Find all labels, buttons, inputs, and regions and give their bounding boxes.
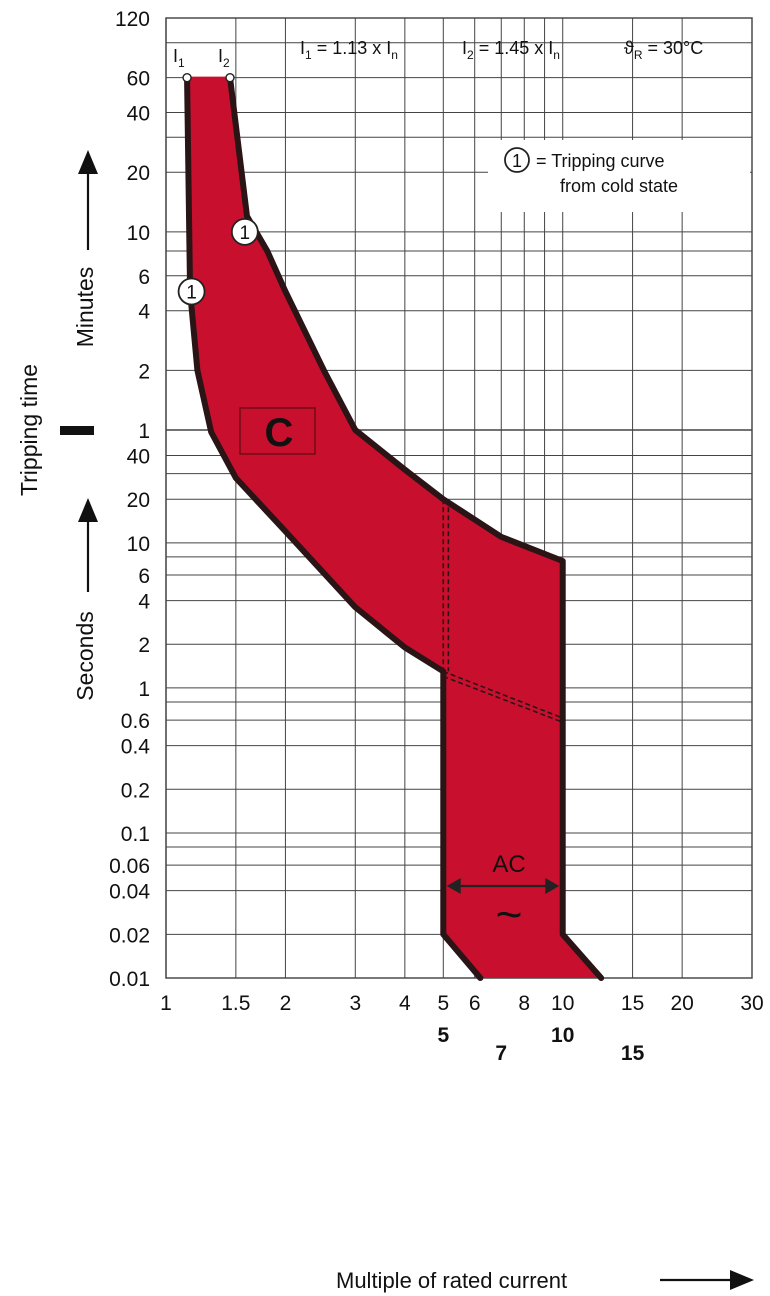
y-tick-seconds: 6 (138, 565, 150, 588)
legend-marker-label: 1 (512, 151, 522, 171)
series-lower-boundary (184, 74, 484, 981)
ac-label: AC (492, 851, 525, 878)
y-tick-seconds: 0.06 (109, 855, 150, 878)
seconds-arrow-head (78, 498, 98, 522)
y-tick-seconds: 0.1 (121, 823, 150, 846)
x-axis-arrow-head (730, 1270, 754, 1290)
chart-header: I1 I2 I1 = 1.13 x In I2 = 1.45 x In ϑR = 30°… (173, 38, 750, 212)
y-tick-minutes: 1 (138, 420, 150, 443)
x-tick-label: 4 (399, 992, 411, 1015)
y-tick-seconds: 0.4 (121, 736, 151, 759)
x-tick-label: 15 (621, 992, 644, 1015)
x-tick-secondary: 10 (551, 1024, 574, 1047)
x-tick-label: 3 (349, 992, 361, 1015)
x-tick-label: 6 (469, 992, 481, 1015)
x-axis-title: Multiple of rated current (336, 1268, 567, 1293)
y-tick-minutes: 10 (127, 222, 150, 245)
i2-curve-label: I2 (218, 46, 230, 70)
ac-arrow-left-head (446, 878, 461, 894)
x-tick-label: 5 (437, 992, 449, 1015)
y-tick-minutes: 60 (127, 68, 150, 91)
axis-labels: Tripping time Minutes Seconds Multiple of r… (16, 150, 754, 1293)
y-tick-seconds: 40 (127, 446, 150, 469)
dashed-diag-2 (443, 675, 564, 723)
dashed-diag-1 (443, 670, 564, 719)
legend-line-2: from cold state (560, 176, 678, 196)
cold-state-marker (230, 217, 259, 246)
x-tick-labels: 1 1.5 2 3 4 5 6 8 10 15 20 30 5 7 10 15 (160, 992, 764, 1065)
ac-arrow-right-head (545, 878, 560, 894)
y-tick-seconds: 0.2 (121, 779, 150, 802)
ac-symbol: ~ (496, 888, 523, 940)
x-tick-label: 8 (518, 992, 530, 1015)
y-tick-minutes: 4 (138, 301, 150, 324)
y-axis-title: Tripping time (16, 364, 42, 496)
x-tick-label: 30 (740, 992, 763, 1015)
x-tick-secondary: 5 (437, 1024, 449, 1047)
y-tick-seconds: 2 (138, 634, 150, 657)
region-label-box (239, 407, 316, 455)
annotations: 1 1 C AC ~ (177, 72, 564, 940)
y-tick-minutes: 120 (115, 8, 150, 31)
i2-formula: I2 = 1.45 x In (462, 38, 560, 62)
y-tick-minutes: 40 (127, 103, 150, 126)
i1-curve-label: I1 (173, 46, 185, 70)
minutes-seconds-divider (60, 426, 94, 435)
legend-box (488, 140, 750, 212)
boundary-curves (184, 74, 605, 981)
y-axis-seconds-label: Seconds (72, 611, 98, 701)
series-upper-boundary (227, 74, 605, 981)
x-tick-secondary: 7 (495, 1042, 507, 1065)
y-tick-seconds: 4 (138, 591, 150, 614)
legend-line-1: = Tripping curve (536, 151, 665, 171)
cold-state-marker (177, 277, 206, 306)
x-tick-label: 20 (670, 992, 693, 1015)
y-tick-seconds: 0.6 (121, 710, 150, 733)
y-tick-seconds: 0.01 (109, 968, 150, 991)
y-tick-minutes: 2 (138, 360, 150, 383)
i1-endpoint-marker (182, 72, 192, 83)
x-tick-secondary: 15 (621, 1042, 645, 1065)
legend-marker (504, 147, 530, 173)
x-tick-label: 10 (551, 992, 574, 1015)
y-tick-seconds: 0.04 (109, 881, 150, 904)
y-tick-labels: 120 60 40 20 10 6 4 2 1 40 20 10 6 4 2 1 0.6 0.4 0.2 0.1 0.0… (109, 8, 150, 991)
y-tick-seconds: 10 (127, 533, 150, 556)
x-tick-label: 1.5 (221, 992, 250, 1015)
y-tick-seconds: 20 (127, 489, 150, 512)
i1-formula: I1 = 1.13 x In (300, 38, 398, 62)
i2-endpoint-marker (225, 72, 235, 83)
y-tick-seconds: 0.02 (109, 924, 150, 947)
minutes-arrow-head (78, 150, 98, 174)
y-axis-minutes-label: Minutes (72, 267, 98, 348)
temperature-label: ϑR = 30°C (624, 38, 703, 62)
y-tick-minutes: 6 (138, 266, 150, 289)
cold-state-marker-label: 1 (240, 223, 251, 244)
y-tick-seconds: 1 (138, 678, 150, 701)
y-tick-minutes: 20 (127, 162, 150, 185)
region-label: C (265, 411, 294, 455)
x-tick-label: 1 (160, 992, 172, 1015)
cold-state-marker-label: 1 (186, 282, 197, 303)
x-tick-label: 2 (280, 992, 292, 1015)
